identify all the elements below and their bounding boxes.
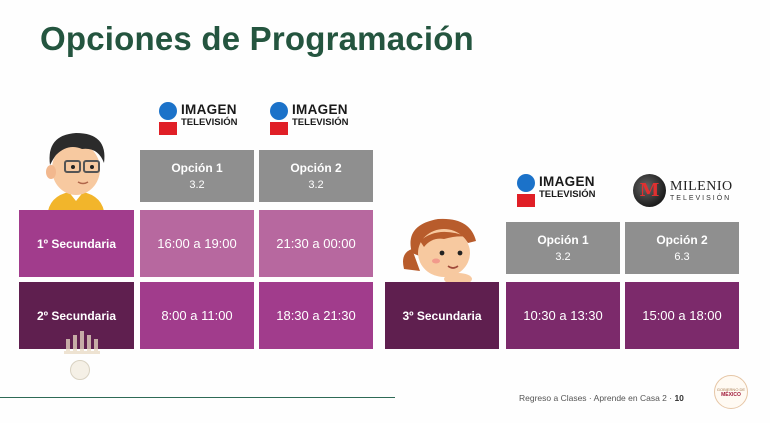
footer-divider — [0, 397, 395, 398]
seal-line-2: MÉXICO — [721, 391, 741, 398]
time-range: 16:00 a 19:00 — [157, 236, 237, 251]
channel-number: 3.2 — [555, 251, 571, 263]
page-number: 10 — [674, 393, 684, 403]
schedule-cell: 18:30 a 21:30 — [259, 282, 373, 349]
time-range: 21:30 a 00:00 — [276, 236, 356, 251]
boy-illustration — [46, 133, 105, 211]
footer-caption: Regreso a Clases · Aprende en Casa 2 · — [519, 393, 675, 403]
logo-sub: TELEVISIÓN — [539, 189, 596, 200]
girl-illustration — [403, 218, 476, 283]
schedule-cell: 10:30 a 13:30 — [506, 282, 620, 349]
channel-number: 3.2 — [189, 179, 205, 191]
imagen-square-icon — [516, 194, 535, 207]
option-label: Opción 2 — [656, 233, 708, 247]
imagen-circle-icon — [158, 102, 177, 120]
right-option-2-header: Opción 2 6.3 — [625, 222, 739, 274]
gobierno-de-mexico-logo: GOBIERNO DE MÉXICO — [714, 375, 748, 409]
right-option-1-header: Opción 1 3.2 — [506, 222, 620, 274]
footer-text: Regreso a Clases · Aprende en Casa 2 · 1… — [519, 393, 684, 403]
left-option-2-header: Opción 2 3.2 — [259, 150, 373, 202]
grade-text: 2º Secundaria — [36, 308, 117, 323]
logo-sub: TELEVISIÓN — [181, 117, 238, 128]
government-emblem-watermark — [64, 331, 100, 354]
imagen-television-logo: IMAGEN TELEVISIÓN — [516, 174, 595, 207]
schedule-cell: 8:00 a 11:00 — [140, 282, 254, 349]
logo-name: IMAGEN — [181, 102, 237, 117]
grade-text: 1º Secundaria — [36, 236, 117, 251]
time-range: 15:00 a 18:00 — [642, 308, 722, 323]
logo-name: IMAGEN — [292, 102, 348, 117]
small-seal-icon — [70, 360, 90, 380]
seal-line-1: GOBIERNO DE — [716, 386, 746, 392]
page-title: Opciones de Programación — [40, 20, 474, 57]
option-label: Opción 2 — [290, 161, 342, 175]
channel-number: 6.3 — [674, 251, 690, 263]
option-label: Opción 1 — [171, 161, 223, 175]
schedule-cell: 21:30 a 00:00 — [259, 210, 373, 277]
grade-1-label: 1º Secundaria — [19, 210, 134, 277]
imagen-television-logo: IMAGEN TELEVISIÓN — [158, 102, 237, 135]
channel-number: 3.2 — [308, 179, 324, 191]
time-range: 10:30 a 13:30 — [523, 308, 603, 323]
schedule-cell: 16:00 a 19:00 — [140, 210, 254, 277]
logo-sub: TELEVISIÓN — [292, 117, 349, 128]
schedule-cell: 15:00 a 18:00 — [625, 282, 739, 349]
time-range: 18:30 a 21:30 — [276, 308, 356, 323]
milenio-m-icon: M — [633, 174, 666, 207]
milenio-television-logo: M MILENIO TELEVISIÓN — [633, 174, 733, 207]
option-label: Opción 1 — [537, 233, 589, 247]
imagen-circle-icon — [269, 102, 288, 120]
grade-text: 3º Secundaria — [402, 308, 482, 323]
imagen-circle-icon — [516, 174, 535, 192]
logo-sub: TELEVISIÓN — [670, 194, 732, 202]
time-range: 8:00 a 11:00 — [161, 308, 233, 323]
left-option-1-header: Opción 1 3.2 — [140, 150, 254, 202]
grade-3-label: 3º Secundaria — [385, 282, 499, 349]
imagen-square-icon — [158, 122, 177, 135]
logo-name: IMAGEN — [539, 174, 595, 189]
imagen-square-icon — [269, 122, 288, 135]
imagen-television-logo: IMAGEN TELEVISIÓN — [269, 102, 348, 135]
logo-name: MILENIO — [670, 178, 733, 194]
